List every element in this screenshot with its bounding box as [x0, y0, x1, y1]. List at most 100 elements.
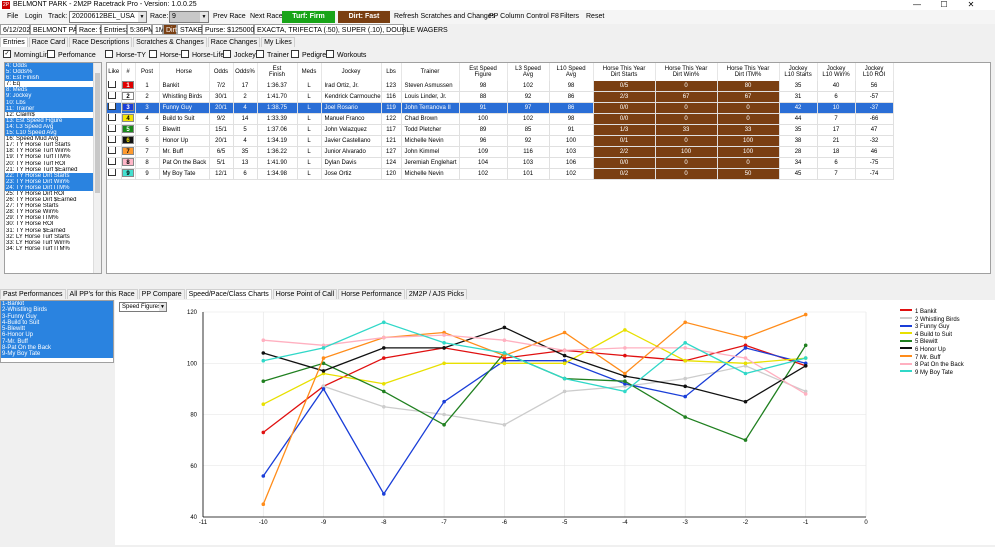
- entry-row[interactable]: 3 3 Funny Guy 20/1 4 1:38.75 L Joel Rosario 119 J…: [107, 102, 894, 115]
- horse-list-item[interactable]: 8-Pat On the Back: [1, 345, 113, 352]
- option-pedigree[interactable]: Pedigree: [291, 50, 330, 59]
- column-list-item[interactable]: 15: L10 Speed Avg: [5, 130, 101, 137]
- option-horse-ty[interactable]: Horse-TY: [105, 50, 146, 59]
- tab-race-descriptions[interactable]: Race Descriptions: [69, 37, 133, 47]
- column-list-item[interactable]: 26: TY Horse Dirt $Earned: [6, 197, 77, 204]
- horse-list-item[interactable]: 4-Build to Suit: [1, 319, 113, 327]
- column-header[interactable]: Trainer: [401, 63, 460, 81]
- column-header[interactable]: Odds%: [233, 63, 258, 81]
- checkbox[interactable]: [105, 50, 113, 59]
- like-checkbox[interactable]: [108, 157, 117, 166]
- option-horse-ly[interactable]: Horse-LY: [149, 50, 189, 59]
- column-list-item[interactable]: 7: Eq: [6, 81, 21, 88]
- tab-all-pp-s-for-this-race[interactable]: All PP's for this Race: [66, 289, 138, 299]
- like-cell[interactable]: [107, 113, 122, 126]
- maximize-button[interactable]: ☐: [940, 0, 948, 9]
- checkbox[interactable]: [326, 50, 334, 59]
- like-checkbox[interactable]: [108, 135, 117, 144]
- like-checkbox[interactable]: [108, 146, 117, 155]
- reset-button[interactable]: Reset: [586, 13, 605, 20]
- column-list-item[interactable]: 23: TY Horse Dirt Win%: [5, 178, 101, 185]
- column-list-item[interactable]: 27: TY Horse Starts: [6, 203, 59, 210]
- checkbox[interactable]: [47, 50, 55, 59]
- column-list-item[interactable]: 33: LY Horse Turf Win%: [6, 239, 70, 246]
- like-cell[interactable]: [107, 81, 122, 93]
- checkbox[interactable]: [181, 50, 189, 59]
- checkbox[interactable]: [256, 50, 264, 59]
- tab-race-changes[interactable]: Race Changes: [207, 37, 261, 47]
- like-cell[interactable]: [107, 157, 122, 170]
- column-list-item[interactable]: 25: TY Horse Dirt ROI: [6, 190, 65, 197]
- option-workouts[interactable]: Workouts: [326, 50, 366, 59]
- column-header[interactable]: Odds: [209, 63, 234, 81]
- column-header[interactable]: Jockey L10 Win%: [817, 63, 856, 81]
- like-cell[interactable]: [107, 135, 122, 148]
- race-select[interactable]: 9 ▼: [169, 11, 209, 23]
- column-header[interactable]: Horse This Year Dirt Win%: [655, 63, 718, 81]
- column-list-item[interactable]: 29: TY Horse ITM%: [6, 215, 59, 222]
- prev-race-button[interactable]: Prev Race: [213, 13, 246, 20]
- menu-login[interactable]: Login: [25, 13, 43, 20]
- column-list-item[interactable]: 21: TY Horse Turf $Earned: [6, 166, 78, 173]
- column-list-item[interactable]: 18: TY Horse Turf Win%: [6, 148, 71, 155]
- splitter[interactable]: [0, 282, 995, 285]
- entry-row[interactable]: 1 1 Bankit 7/2 17 1:36.37 L Irad Ortiz, Jr. 123 S…: [107, 81, 894, 93]
- column-header[interactable]: Like: [107, 63, 122, 81]
- entry-row[interactable]: 2 2 Whistling Birds 30/1 2 1:41.70 L Kendrick C…: [107, 91, 894, 104]
- horse-list-item[interactable]: 6-Honor Up: [1, 332, 113, 339]
- column-header[interactable]: Horse This Year Dirt Starts: [593, 63, 656, 81]
- like-cell[interactable]: [107, 91, 122, 104]
- tab-race-card[interactable]: Race Card: [28, 37, 69, 47]
- column-header[interactable]: L10 Speed Avg: [549, 63, 594, 81]
- like-checkbox[interactable]: [108, 91, 117, 100]
- horse-selection-list[interactable]: 1-Bankit 2-Whistling Birds 3-Funny Guy 4-Bu…: [0, 300, 114, 363]
- horse-list-item[interactable]: 3-Funny Guy: [1, 313, 113, 320]
- option-horse-life[interactable]: Horse-Life: [181, 50, 224, 59]
- column-list-scrollbar[interactable]: [93, 63, 101, 273]
- column-header[interactable]: Post: [135, 63, 160, 81]
- chevron-down-icon[interactable]: ▼: [138, 12, 146, 22]
- like-checkbox[interactable]: [108, 113, 117, 122]
- like-cell[interactable]: [107, 124, 122, 137]
- horse-list-item[interactable]: 1-Bankit: [1, 301, 113, 308]
- tab-scratches-changes[interactable]: Scratches & Changes: [133, 37, 207, 47]
- filters-button[interactable]: Filters: [560, 13, 580, 20]
- column-selector-list[interactable]: 4: Odds 5: Odds% 6: Est Finish 7: Eq 8: Meds…: [4, 62, 102, 274]
- entry-row[interactable]: 4 4 Build to Suit 9/2 14 1:33.39 L Manuel Franc…: [107, 113, 894, 126]
- minimize-button[interactable]: —: [913, 0, 921, 9]
- entry-row[interactable]: 7 7 Mr. Buff 6/5 35 1:36.22 L Junior Alvarado 12…: [107, 146, 894, 159]
- column-list-item[interactable]: 9: Jockey: [5, 93, 101, 100]
- like-cell[interactable]: [107, 168, 122, 181]
- tab-entries[interactable]: Entries: [0, 37, 28, 47]
- column-list-item[interactable]: 12: Claim$: [6, 111, 35, 118]
- chevron-down-icon[interactable]: ▼: [200, 12, 208, 22]
- column-list-item[interactable]: 5: Odds%: [5, 69, 101, 76]
- column-header[interactable]: Meds: [297, 63, 322, 81]
- column-list-item[interactable]: 34: LY Horse Turf ITM%: [6, 245, 70, 252]
- dirt-condition-badge[interactable]: Dirt: Fast: [338, 11, 390, 23]
- tab-past-performances[interactable]: Past Performances: [0, 289, 66, 299]
- next-race-button[interactable]: Next Race: [250, 13, 283, 20]
- column-list-item[interactable]: 24: TY Horse Dirt ITM%: [5, 184, 101, 191]
- like-checkbox[interactable]: [108, 168, 117, 177]
- column-header[interactable]: Lbs: [381, 63, 402, 81]
- entry-row[interactable]: 9 9 My Boy Tate 12/1 6 1:34.98 L Jose Ortiz 120 M…: [107, 168, 894, 181]
- column-list-item[interactable]: 4: Odds: [5, 63, 101, 70]
- option-perfomance[interactable]: Perfomance: [47, 50, 96, 59]
- column-list-item[interactable]: 20: TY Horse Turf ROI: [6, 160, 66, 167]
- column-list-item[interactable]: 11: Trainer: [5, 105, 101, 112]
- menu-file[interactable]: File: [7, 13, 19, 20]
- turf-condition-badge[interactable]: Turf: Firm: [282, 11, 335, 23]
- column-header[interactable]: Horse: [159, 63, 210, 81]
- column-header[interactable]: #: [121, 63, 136, 81]
- entry-row[interactable]: 6 6 Honor Up 20/1 4 1:34.19 L Javier Castellano…: [107, 135, 894, 148]
- column-list-item[interactable]: 32: LY Horse Turf Starts: [6, 233, 70, 240]
- tab-pp-compare[interactable]: PP Compare: [138, 289, 185, 299]
- close-button[interactable]: ✕: [967, 0, 975, 9]
- column-list-item[interactable]: 22: TY Horse Dirt Starts: [5, 172, 101, 179]
- chart-type-select[interactable]: Speed Figures ▼: [119, 302, 167, 312]
- refresh-scratches-button[interactable]: Refresh Scratches and Changes: [394, 13, 496, 20]
- column-list-item[interactable]: 30: TY Horse ROI: [6, 221, 54, 228]
- tab-horse-performance[interactable]: Horse Performance: [338, 289, 405, 299]
- column-list-item[interactable]: 31: TY Horse $Earned: [6, 227, 66, 234]
